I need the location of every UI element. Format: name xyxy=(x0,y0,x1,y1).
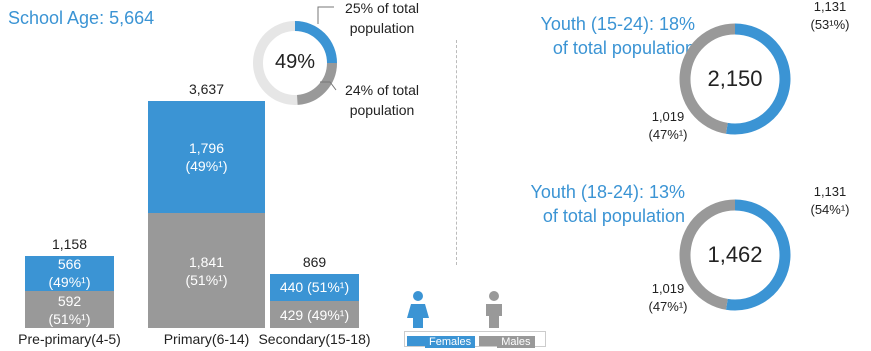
bar-segment-male xyxy=(25,291,114,328)
legend-male-label: Males xyxy=(497,336,535,348)
male-value-label: 429 (49%¹) xyxy=(279,306,350,323)
donut-female-arc xyxy=(294,21,337,64)
bar-category-label: Primary(6-14) xyxy=(163,331,250,347)
school-male-note: 24% of total population xyxy=(345,82,419,118)
youth-18-24-female-arc xyxy=(725,199,791,311)
school-donut-chart xyxy=(253,21,337,105)
bar-category-label: Secondary(15-18) xyxy=(258,331,371,347)
legend-female-swatch xyxy=(407,335,425,346)
leader-line-male xyxy=(320,81,337,91)
legend-female-label: Females xyxy=(425,336,476,348)
female-figure-icon xyxy=(407,291,429,328)
youth-18-24-center: 1,462 xyxy=(707,242,763,267)
bar-total-label: 1,158 xyxy=(51,235,88,252)
bar-segment-female xyxy=(148,101,265,214)
youth-15-24-male-label: 1,019 (47%¹) xyxy=(648,109,688,142)
youth-18-24-male-label: 1,019 (47%¹) xyxy=(648,281,688,314)
school-female-note: 25% of total population xyxy=(345,0,419,36)
youth-15-24-donut xyxy=(679,23,791,135)
leader-line-female xyxy=(317,6,334,24)
youth-18-24-female-label: 1,131 (54%¹) xyxy=(810,184,850,217)
legend-box: Females Males xyxy=(404,331,546,348)
male-figure-icon xyxy=(486,291,502,328)
legend-male-swatch xyxy=(479,335,498,346)
school-age-title: School Age: 5,664 xyxy=(8,8,155,28)
youth-15-24-female-arc xyxy=(725,23,791,135)
youth-15-24-title: Youth (15-24): 18% of total population xyxy=(540,14,695,58)
bar-segment-female xyxy=(25,255,114,292)
female-value-label: 440 (51%¹) xyxy=(279,279,350,296)
section-divider xyxy=(456,40,457,265)
bar-segment-male xyxy=(148,213,265,328)
female-value-label: 566 (49%¹) xyxy=(48,256,91,291)
school-donut-center: 49% xyxy=(274,51,316,73)
female-value-label: 1,796 (49%¹) xyxy=(185,140,228,175)
male-value-label: 1,841 (51%¹) xyxy=(185,253,228,288)
bar-segment-male xyxy=(270,301,359,328)
male-value-label: 592 (51%¹) xyxy=(48,292,91,327)
youth-18-24-donut xyxy=(679,199,791,311)
school-donut-leaders xyxy=(317,6,337,91)
stacked-bar-chart: 592 (51%¹) 566 (49%¹) 1,158 Pre-primary(4-5… xyxy=(0,0,420,351)
youth-18-24-male-arc xyxy=(679,199,736,310)
bar-segment-female xyxy=(270,273,359,302)
bar-total-label: 869 xyxy=(302,253,327,270)
youth-18-24-title: Youth (18-24): 13% of total population xyxy=(530,182,685,226)
youth-15-24-female-label: 1,131 (53¹%) xyxy=(810,0,850,32)
bar-category-label: Pre-primary(4-5) xyxy=(18,331,121,347)
youth-15-24-center: 2,150 xyxy=(707,66,763,91)
donut-male-arc xyxy=(296,62,337,105)
youth-15-24-male-arc xyxy=(679,23,736,134)
bar-total-label: 3,637 xyxy=(188,81,225,98)
